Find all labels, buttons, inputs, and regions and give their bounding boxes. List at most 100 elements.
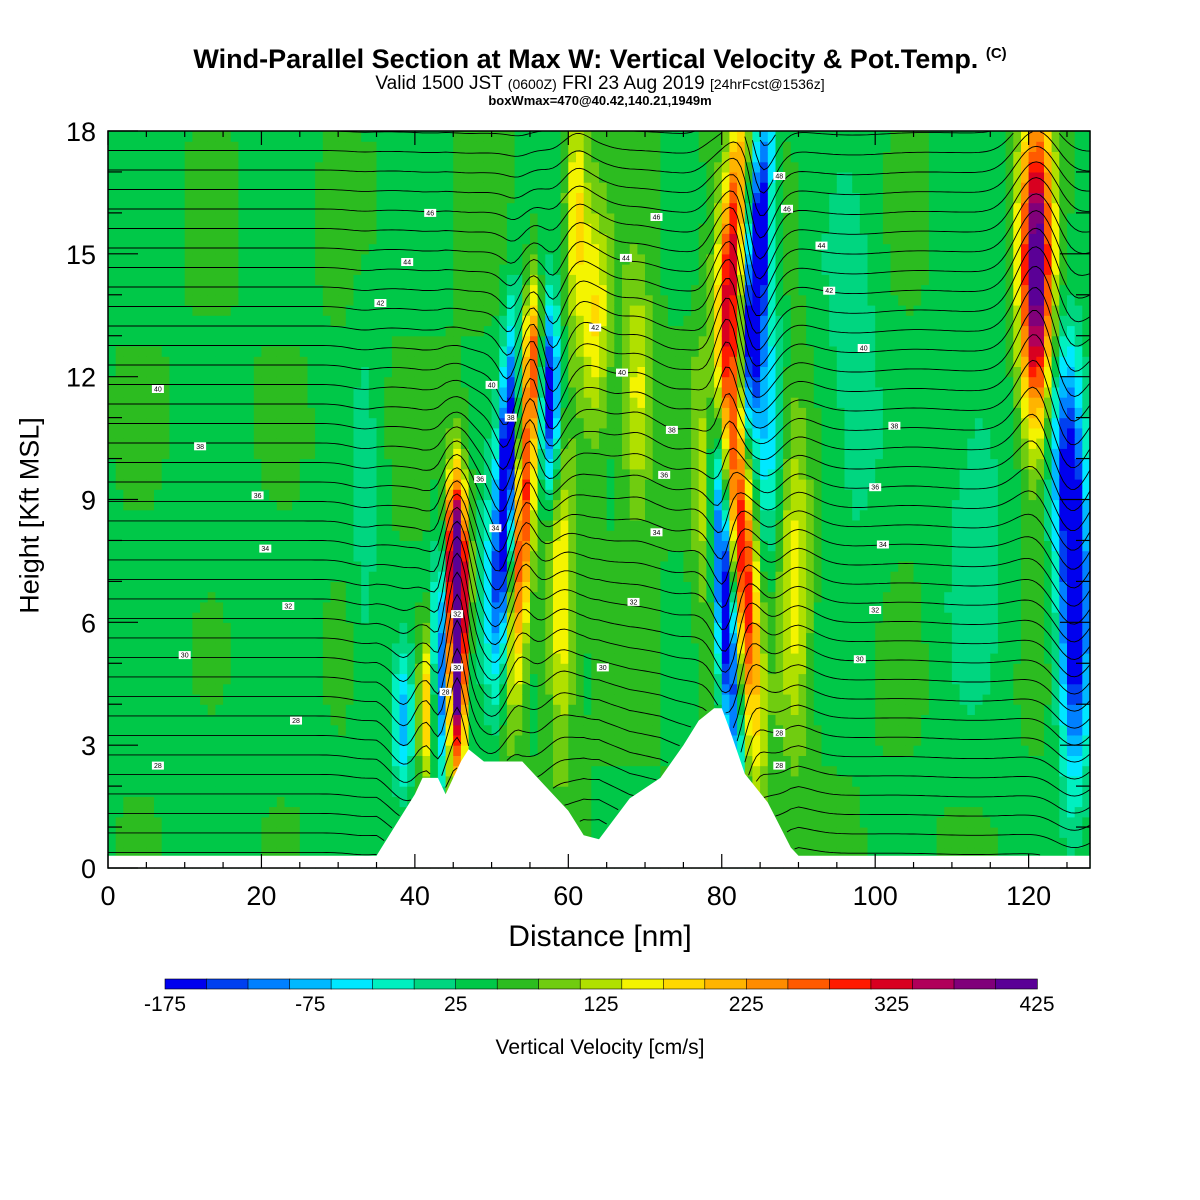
w-cell — [491, 264, 500, 275]
w-cell — [261, 734, 270, 746]
w-cell — [506, 438, 516, 449]
w-cell — [307, 233, 316, 245]
w-cell — [453, 632, 462, 644]
w-cell — [491, 356, 500, 367]
w-cell — [238, 786, 247, 797]
w-cell — [131, 571, 140, 582]
w-cell — [453, 499, 462, 511]
w-cell — [131, 775, 140, 787]
w-cell — [576, 786, 585, 797]
w-cell — [146, 151, 155, 163]
w-cell — [422, 673, 431, 685]
w-cell — [468, 448, 477, 460]
w-cell — [560, 407, 569, 419]
w-cell — [192, 356, 201, 367]
w-cell — [376, 694, 385, 705]
w-cell — [514, 560, 523, 572]
w-cell — [207, 335, 216, 347]
w-cell — [491, 683, 500, 695]
w-cell — [177, 694, 186, 705]
w-cell — [353, 386, 362, 398]
w-cell — [184, 141, 193, 152]
w-cell — [261, 622, 270, 634]
w-cell — [583, 346, 592, 357]
w-cell — [284, 468, 293, 480]
w-cell — [276, 315, 286, 327]
w-cell — [576, 397, 585, 408]
w-cell — [560, 489, 569, 501]
w-cell — [338, 663, 347, 675]
w-cell — [223, 397, 232, 408]
w-cell — [330, 479, 339, 490]
w-cell — [422, 151, 431, 163]
w-cell — [476, 284, 485, 296]
w-cell — [414, 264, 424, 275]
w-cell — [468, 540, 477, 552]
w-cell — [246, 755, 255, 767]
w-cell — [146, 141, 155, 152]
w-cell — [284, 346, 293, 357]
w-cell — [345, 724, 355, 736]
w-cell — [476, 612, 485, 623]
w-cell — [169, 243, 178, 255]
w-cell — [522, 182, 531, 193]
w-cell — [192, 335, 201, 347]
w-cell — [253, 673, 263, 685]
w-cell — [376, 704, 385, 715]
w-cell — [583, 438, 592, 449]
w-cell — [545, 305, 554, 316]
w-cell — [629, 458, 638, 470]
w-cell — [583, 325, 592, 337]
w-cell — [108, 376, 117, 388]
w-cell — [284, 694, 293, 705]
w-cell — [568, 663, 577, 675]
w-cell — [468, 704, 477, 715]
w-cell — [108, 284, 117, 296]
w-cell — [483, 714, 493, 726]
w-cell — [622, 376, 631, 388]
w-cell — [353, 264, 362, 275]
w-cell — [338, 151, 347, 163]
w-cell — [292, 243, 301, 255]
w-cell — [376, 816, 385, 828]
w-cell — [522, 161, 531, 173]
w-cell — [353, 202, 362, 214]
w-cell — [138, 284, 147, 296]
w-cell — [192, 673, 201, 685]
w-cell — [414, 407, 424, 419]
w-cell — [207, 806, 216, 818]
w-cell — [361, 837, 370, 849]
w-cell — [338, 376, 347, 388]
w-cell — [545, 520, 554, 531]
w-cell — [353, 632, 362, 644]
w-cell — [108, 765, 117, 777]
w-cell — [207, 550, 216, 562]
w-cell — [345, 571, 355, 582]
w-cell — [376, 683, 385, 695]
w-cell — [169, 837, 178, 849]
w-cell — [345, 397, 355, 408]
w-cell — [545, 397, 554, 408]
w-cell — [407, 642, 416, 654]
w-cell — [614, 560, 623, 572]
w-cell — [583, 253, 592, 265]
w-cell — [606, 192, 615, 204]
w-cell — [606, 745, 615, 756]
w-cell — [138, 427, 147, 439]
w-cell — [284, 520, 293, 531]
w-cell — [414, 540, 424, 552]
w-cell — [207, 520, 216, 531]
w-cell — [599, 694, 608, 705]
w-cell — [437, 489, 447, 501]
w-cell — [430, 509, 439, 521]
w-cell — [207, 704, 216, 715]
w-cell — [169, 284, 178, 296]
w-cell — [215, 212, 224, 224]
w-cell — [506, 315, 516, 327]
w-cell — [614, 755, 623, 767]
w-cell — [108, 489, 117, 501]
w-cell — [506, 356, 516, 367]
w-cell — [568, 796, 577, 808]
w-cell — [200, 642, 209, 654]
w-cell — [115, 438, 124, 449]
